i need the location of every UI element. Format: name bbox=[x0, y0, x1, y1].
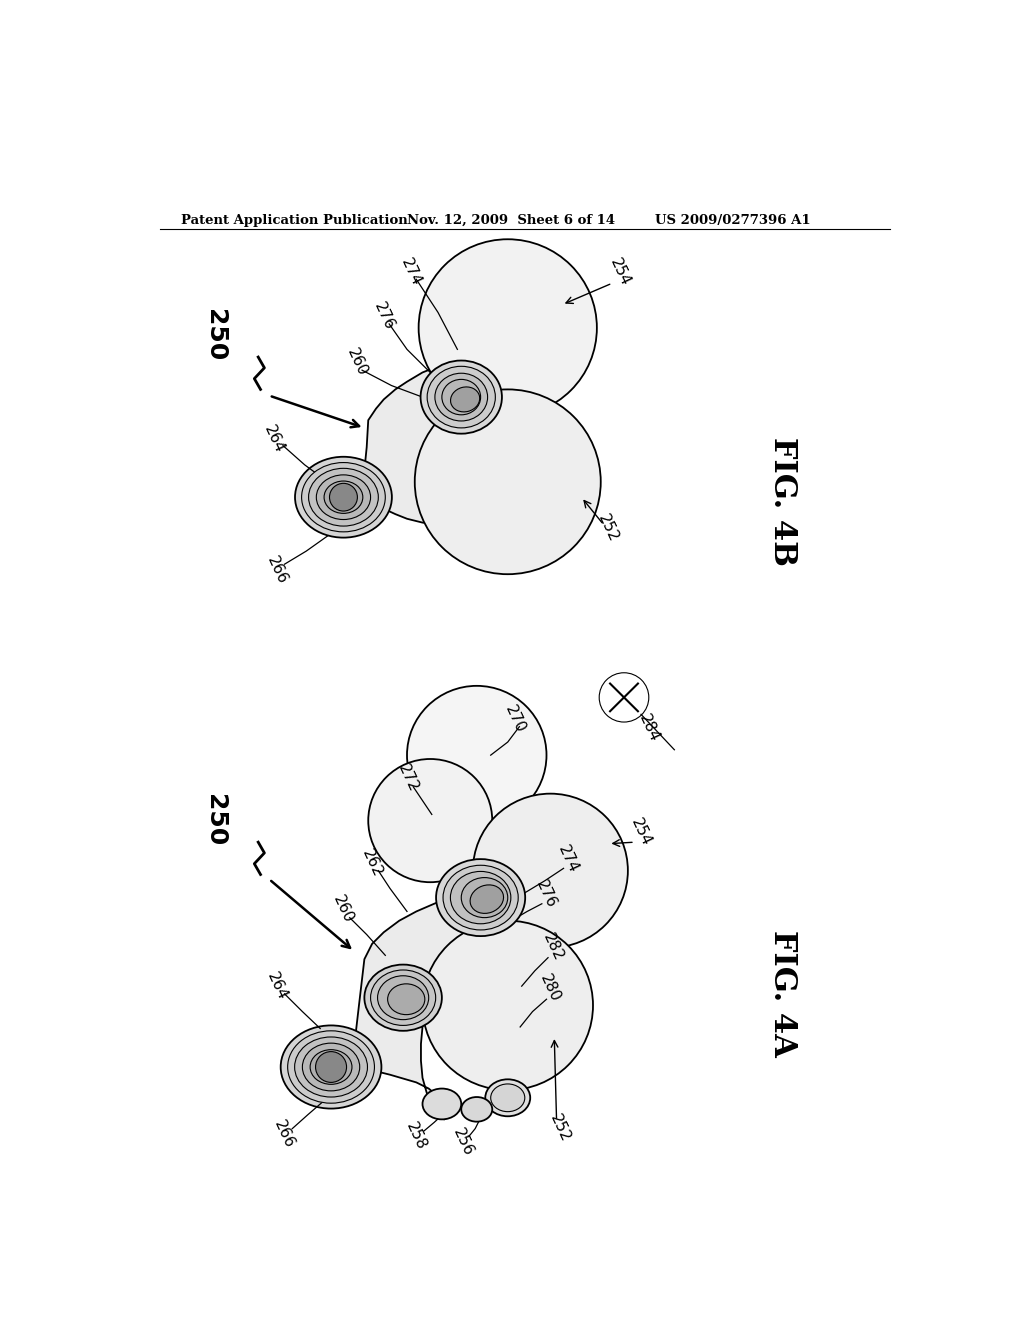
Text: 276: 276 bbox=[534, 878, 559, 909]
Circle shape bbox=[423, 921, 593, 1090]
Circle shape bbox=[369, 759, 493, 882]
Text: 260: 260 bbox=[331, 892, 356, 925]
Text: 252: 252 bbox=[548, 1113, 573, 1144]
Ellipse shape bbox=[443, 866, 518, 929]
Ellipse shape bbox=[316, 475, 371, 520]
Text: 254: 254 bbox=[607, 256, 633, 289]
Text: 264: 264 bbox=[261, 424, 287, 455]
Ellipse shape bbox=[485, 1080, 530, 1117]
Ellipse shape bbox=[490, 1084, 524, 1111]
Ellipse shape bbox=[423, 1089, 461, 1119]
Ellipse shape bbox=[302, 1043, 359, 1090]
Polygon shape bbox=[365, 347, 527, 524]
Text: 282: 282 bbox=[540, 932, 565, 964]
Text: 256: 256 bbox=[450, 1126, 476, 1159]
Ellipse shape bbox=[288, 1031, 375, 1104]
Text: 266: 266 bbox=[271, 1118, 298, 1151]
Text: FIG. 4B: FIG. 4B bbox=[767, 437, 799, 565]
Ellipse shape bbox=[435, 374, 487, 421]
Text: 254: 254 bbox=[628, 816, 654, 849]
Ellipse shape bbox=[461, 1097, 493, 1122]
Text: 266: 266 bbox=[264, 554, 290, 586]
Text: 264: 264 bbox=[264, 970, 290, 1002]
Text: 258: 258 bbox=[403, 1121, 429, 1152]
Circle shape bbox=[473, 793, 628, 948]
Ellipse shape bbox=[302, 462, 385, 532]
Ellipse shape bbox=[421, 360, 502, 434]
Ellipse shape bbox=[365, 965, 442, 1031]
Text: 274: 274 bbox=[398, 256, 424, 289]
Text: 276: 276 bbox=[371, 300, 396, 333]
Ellipse shape bbox=[451, 871, 511, 924]
Ellipse shape bbox=[371, 970, 435, 1026]
Ellipse shape bbox=[388, 983, 425, 1015]
Circle shape bbox=[419, 239, 597, 416]
Text: FIG. 4A: FIG. 4A bbox=[767, 931, 799, 1057]
Text: 252: 252 bbox=[596, 512, 622, 544]
Text: Nov. 12, 2009  Sheet 6 of 14: Nov. 12, 2009 Sheet 6 of 14 bbox=[407, 214, 615, 227]
Text: 284: 284 bbox=[636, 711, 662, 744]
Circle shape bbox=[407, 686, 547, 825]
Text: Patent Application Publication: Patent Application Publication bbox=[180, 214, 408, 227]
Ellipse shape bbox=[461, 878, 508, 917]
Ellipse shape bbox=[378, 975, 429, 1019]
Ellipse shape bbox=[281, 1026, 381, 1109]
Text: 250: 250 bbox=[203, 795, 226, 846]
Ellipse shape bbox=[442, 379, 480, 414]
Ellipse shape bbox=[427, 367, 496, 428]
Polygon shape bbox=[352, 876, 529, 1119]
Ellipse shape bbox=[436, 859, 525, 936]
Text: 280: 280 bbox=[538, 973, 563, 1005]
Ellipse shape bbox=[310, 1049, 352, 1084]
Ellipse shape bbox=[308, 469, 378, 527]
Text: US 2009/0277396 A1: US 2009/0277396 A1 bbox=[655, 214, 811, 227]
Text: 260: 260 bbox=[344, 346, 370, 379]
Text: 262: 262 bbox=[359, 846, 385, 879]
Text: 250: 250 bbox=[203, 309, 226, 362]
Text: 270: 270 bbox=[503, 702, 528, 735]
Ellipse shape bbox=[451, 387, 479, 412]
Ellipse shape bbox=[324, 480, 362, 513]
Text: 272: 272 bbox=[395, 762, 422, 795]
Circle shape bbox=[315, 1052, 346, 1082]
Ellipse shape bbox=[470, 884, 504, 913]
Ellipse shape bbox=[295, 457, 392, 537]
Circle shape bbox=[330, 483, 357, 511]
Ellipse shape bbox=[295, 1038, 368, 1097]
Text: 274: 274 bbox=[555, 843, 581, 875]
Circle shape bbox=[415, 389, 601, 574]
